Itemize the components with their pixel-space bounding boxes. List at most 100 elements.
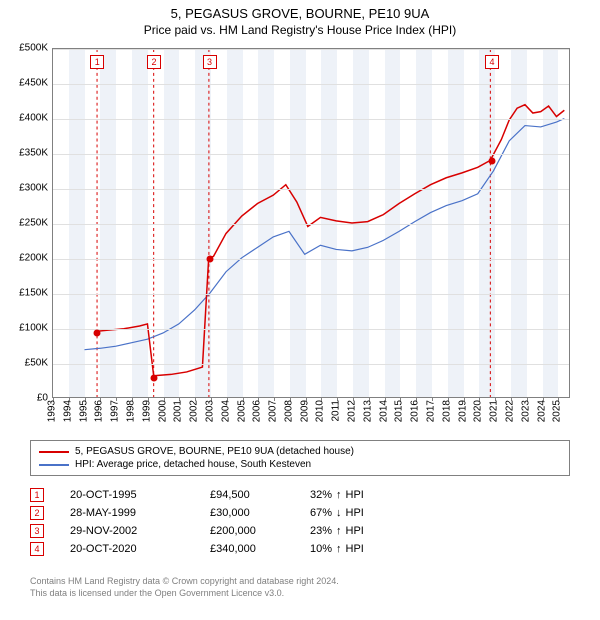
- gridline-h: [53, 49, 569, 50]
- x-axis-label: 1997: [110, 400, 121, 422]
- y-axis-label: £450K: [2, 78, 48, 89]
- x-axis-label: 2011: [331, 400, 342, 422]
- x-axis-label: 2010: [315, 400, 326, 422]
- sale-point: [206, 256, 213, 263]
- sales-price: £30,000: [210, 507, 310, 519]
- x-axis-label: 1994: [62, 400, 73, 422]
- footnote: Contains HM Land Registry data © Crown c…: [30, 576, 570, 599]
- legend: 5, PEGASUS GROVE, BOURNE, PE10 9UA (deta…: [30, 440, 570, 476]
- legend-label-prop: 5, PEGASUS GROVE, BOURNE, PE10 9UA (deta…: [75, 446, 354, 457]
- x-axis-label: 2009: [299, 400, 310, 422]
- y-axis-label: £300K: [2, 183, 48, 194]
- marker-box: 4: [485, 55, 499, 69]
- chart-area: 1 2 3 4: [52, 48, 570, 398]
- y-axis-label: £200K: [2, 253, 48, 264]
- sales-row: 1 20-OCT-1995£94,50032% ↑ HPI: [30, 486, 570, 504]
- y-axis-label: £250K: [2, 218, 48, 229]
- sales-delta: 67% ↓ HPI: [310, 507, 364, 519]
- x-axis-label: 2020: [473, 400, 484, 422]
- x-axis-label: 1996: [94, 400, 105, 422]
- delta-pct: 10%: [310, 543, 332, 555]
- x-axis-label: 2017: [426, 400, 437, 422]
- gridline-h: [53, 189, 569, 190]
- property-line: [97, 105, 564, 376]
- x-axis-label: 1999: [141, 400, 152, 422]
- sales-price: £200,000: [210, 525, 310, 537]
- titles: 5, PEGASUS GROVE, BOURNE, PE10 9UA Price…: [0, 0, 600, 37]
- x-axis-label: 2001: [173, 400, 184, 422]
- y-axis-label: £500K: [2, 43, 48, 54]
- sales-date: 20-OCT-1995: [70, 489, 210, 501]
- sale-point: [94, 329, 101, 336]
- legend-row-hpi: HPI: Average price, detached house, Sout…: [39, 458, 561, 471]
- x-axis-label: 2014: [378, 400, 389, 422]
- marker-box: 3: [203, 55, 217, 69]
- sales-index: 2: [30, 506, 44, 520]
- sales-delta: 10% ↑ HPI: [310, 543, 364, 555]
- marker-box: 1: [90, 55, 104, 69]
- delta-pct: 67%: [310, 507, 332, 519]
- sale-point: [151, 375, 158, 382]
- x-axis-label: 2006: [252, 400, 263, 422]
- delta-note: HPI: [346, 489, 364, 501]
- arrow-up-icon: ↑: [336, 489, 342, 501]
- x-axis-label: 1998: [125, 400, 136, 422]
- x-axis-label: 2004: [220, 400, 231, 422]
- x-axis-label: 2016: [410, 400, 421, 422]
- footnote-line1: Contains HM Land Registry data © Crown c…: [30, 576, 570, 588]
- sales-delta: 32% ↑ HPI: [310, 489, 364, 501]
- chart-container: 5, PEGASUS GROVE, BOURNE, PE10 9UA Price…: [0, 0, 600, 620]
- gridline-h: [53, 259, 569, 260]
- x-axis-label: 2000: [157, 400, 168, 422]
- delta-note: HPI: [346, 525, 364, 537]
- delta-pct: 23%: [310, 525, 332, 537]
- gridline-h: [53, 294, 569, 295]
- gridline-h: [53, 84, 569, 85]
- y-axis-label: £150K: [2, 288, 48, 299]
- sales-price: £94,500: [210, 489, 310, 501]
- arrow-up-icon: ↑: [336, 543, 342, 555]
- y-axis-label: £400K: [2, 113, 48, 124]
- x-axis-label: 2023: [520, 400, 531, 422]
- gridline-h: [53, 119, 569, 120]
- x-axis-label: 2012: [347, 400, 358, 422]
- sales-date: 20-OCT-2020: [70, 543, 210, 555]
- sales-date: 29-NOV-2002: [70, 525, 210, 537]
- marker-box: 2: [147, 55, 161, 69]
- y-axis-label: £350K: [2, 148, 48, 159]
- sales-index: 1: [30, 488, 44, 502]
- x-axis-label: 2005: [236, 400, 247, 422]
- y-axis-label: £50K: [2, 358, 48, 369]
- x-axis-label: 2015: [394, 400, 405, 422]
- delta-pct: 32%: [310, 489, 332, 501]
- sales-index: 3: [30, 524, 44, 538]
- legend-row-prop: 5, PEGASUS GROVE, BOURNE, PE10 9UA (deta…: [39, 445, 561, 458]
- arrow-up-icon: ↑: [336, 525, 342, 537]
- x-axis-label: 2018: [441, 400, 452, 422]
- gridline-h: [53, 364, 569, 365]
- x-axis-label: 2021: [489, 400, 500, 422]
- legend-line-hpi: [39, 464, 69, 466]
- title-main: 5, PEGASUS GROVE, BOURNE, PE10 9UA: [0, 6, 600, 21]
- sales-row: 228-MAY-1999£30,00067% ↓ HPI: [30, 504, 570, 522]
- sales-delta: 23% ↑ HPI: [310, 525, 364, 537]
- footnote-line2: This data is licensed under the Open Gov…: [30, 588, 570, 600]
- x-axis-label: 2022: [504, 400, 515, 422]
- x-axis-label: 2024: [536, 400, 547, 422]
- gridline-h: [53, 224, 569, 225]
- sales-price: £340,000: [210, 543, 310, 555]
- title-sub: Price paid vs. HM Land Registry's House …: [0, 23, 600, 37]
- sale-point: [489, 158, 496, 165]
- delta-note: HPI: [346, 507, 364, 519]
- sales-row: 4 20-OCT-2020£340,00010% ↑ HPI: [30, 540, 570, 558]
- sales-table: 120-OCT-1995£94,50032% ↑ HPI228-MAY-1999…: [30, 486, 570, 558]
- x-axis-label: 2019: [457, 400, 468, 422]
- legend-label-hpi: HPI: Average price, detached house, Sout…: [75, 459, 311, 470]
- sales-index: 4: [30, 542, 44, 556]
- y-axis-label: £0: [2, 393, 48, 404]
- x-axis-label: 2025: [552, 400, 563, 422]
- gridline-h: [53, 154, 569, 155]
- x-axis-label: 1995: [78, 400, 89, 422]
- plot-svg: [53, 49, 569, 397]
- x-axis-label: 1993: [47, 400, 58, 422]
